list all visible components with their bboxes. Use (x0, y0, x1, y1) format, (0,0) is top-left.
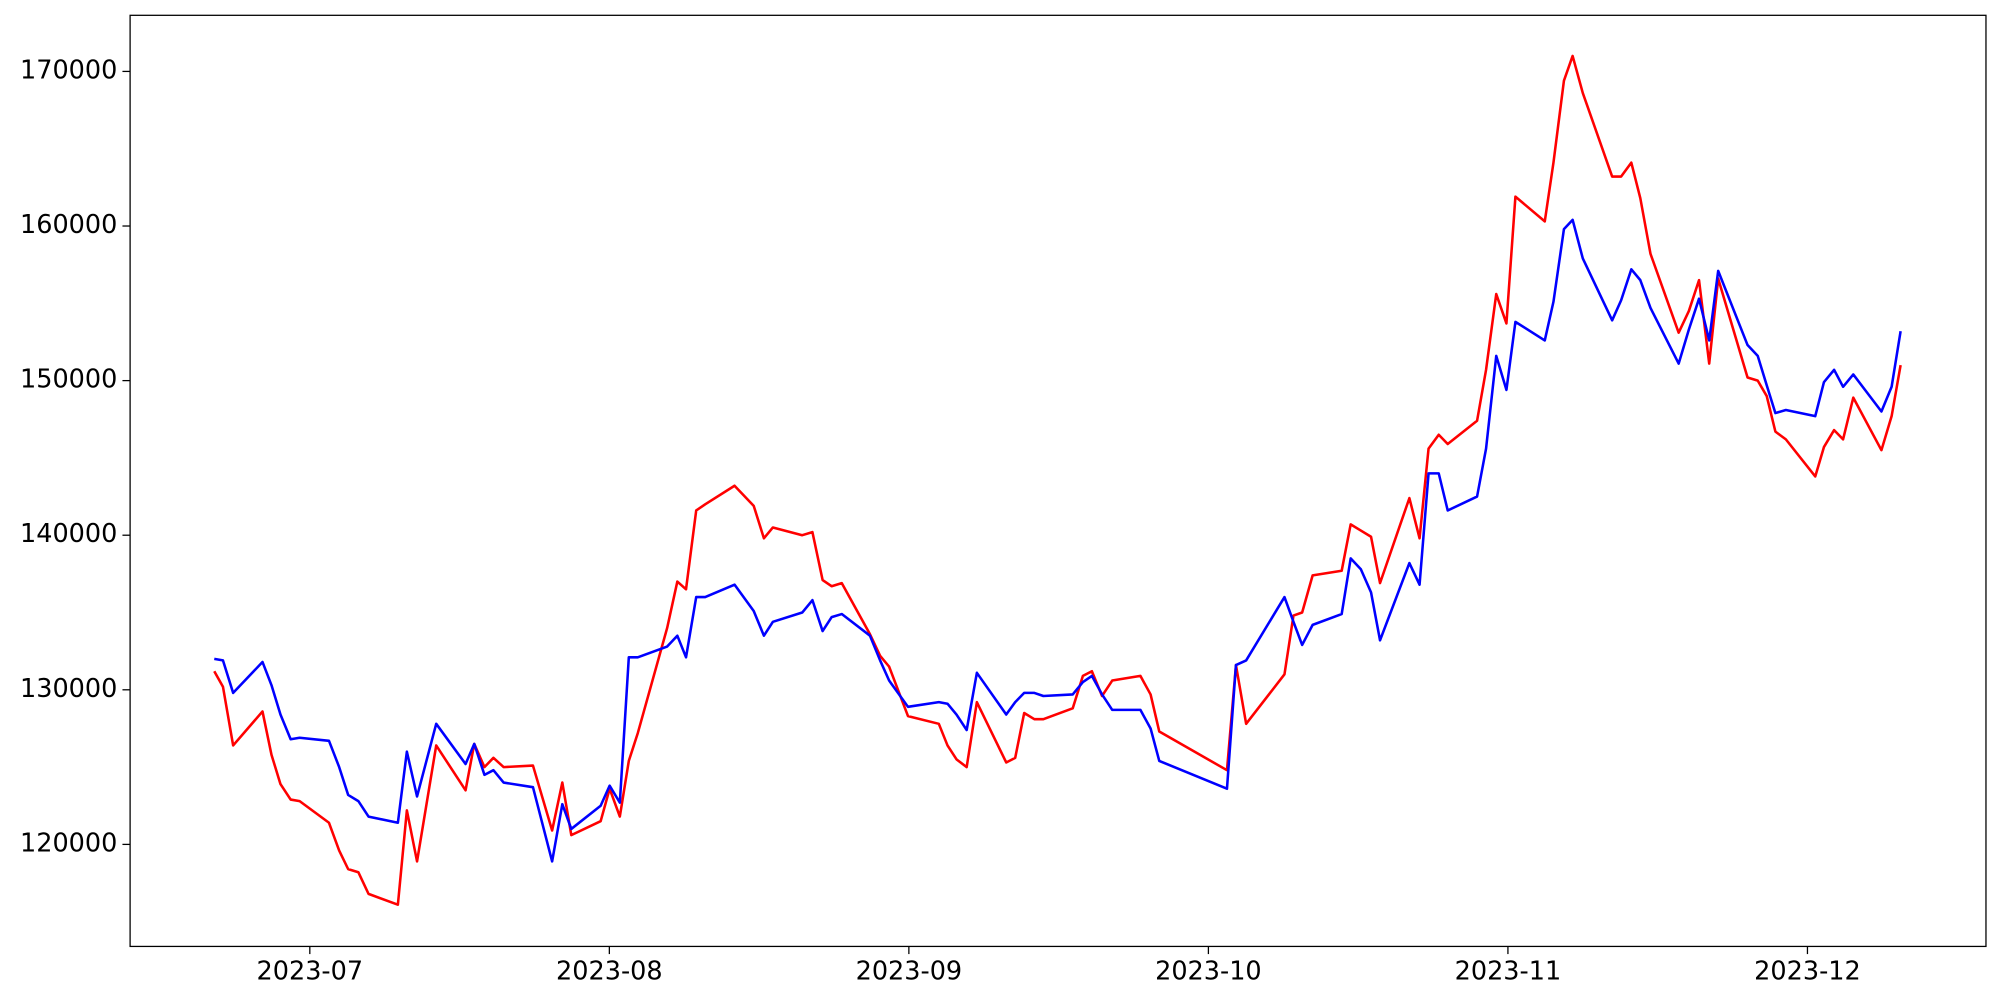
y-tick-label: 140000 (20, 519, 117, 549)
x-tick-label: 2023-09 (856, 957, 963, 987)
y-tick-label: 160000 (20, 210, 117, 240)
x-tick-label: 2023-10 (1155, 957, 1262, 987)
series-line (213, 54, 1902, 906)
y-tick-label: 170000 (20, 55, 117, 85)
y-tick-label: 150000 (20, 365, 117, 395)
y-tick-label: 120000 (20, 828, 117, 858)
x-tick-label: 2023-07 (257, 957, 364, 987)
x-tick-label: 2023-08 (556, 957, 663, 987)
y-tick-label: 130000 (20, 674, 117, 704)
x-tick-label: 2023-11 (1455, 957, 1562, 987)
x-tick-label: 2023-12 (1754, 957, 1861, 987)
series-line (214, 218, 1902, 863)
plot-frame (129, 14, 1987, 948)
